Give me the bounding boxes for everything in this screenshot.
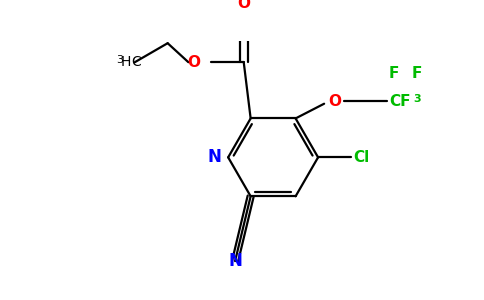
- Text: N: N: [207, 148, 221, 166]
- Text: 3: 3: [116, 55, 123, 65]
- Text: H: H: [121, 55, 131, 69]
- Text: O: O: [329, 94, 341, 109]
- Text: CF: CF: [389, 94, 410, 109]
- Text: O: O: [237, 0, 250, 11]
- Text: F: F: [411, 66, 422, 81]
- Text: C: C: [131, 55, 141, 69]
- Text: F: F: [389, 66, 399, 81]
- Text: 3: 3: [413, 94, 421, 104]
- Text: O: O: [187, 55, 200, 70]
- Text: Cl: Cl: [353, 150, 370, 165]
- Text: N: N: [228, 252, 242, 270]
